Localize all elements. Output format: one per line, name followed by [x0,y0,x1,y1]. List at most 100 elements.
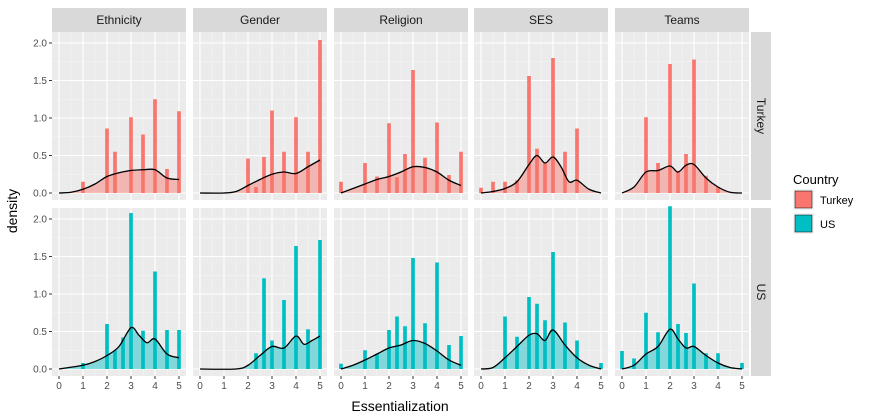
panel-religion-turkey [334,32,468,200]
panel-religion-us-density-line [340,339,462,370]
panel-gender-us-grid [193,208,327,376]
bar [543,320,547,369]
legend-swatch-us [794,214,813,233]
bar [527,297,531,369]
strip-label-ses: SES [529,13,553,27]
bar [294,117,298,193]
bar [551,252,555,369]
panel-gender-us-bars [254,240,322,369]
panel-ses-turkey [474,32,608,200]
x-tick-label: 3 [410,381,416,392]
bar [692,283,696,369]
strip-bg-ses [474,8,608,32]
bar [620,351,624,369]
panel-teams-us-density-area [622,329,742,369]
bar [447,175,451,193]
bar [535,303,539,369]
y-tick-label: 0.0 [33,365,47,376]
bar [503,181,507,193]
bar [254,353,258,369]
bar [113,350,117,369]
panel-gender-turkey-density-line [199,159,321,194]
bar [294,246,298,369]
x-tick-label: 2 [104,381,110,392]
bar [684,154,688,193]
bar [740,363,744,369]
x-axis-gender: 0 1 2 3 4 5 [197,376,323,392]
x-axis-religion: 0 1 2 3 4 5 [338,376,464,392]
bar [363,163,367,193]
x-tick-label: 3 [128,381,134,392]
x-tick-label: 5 [739,381,745,392]
row-strip-bg-turkey [751,32,771,200]
bar [515,336,519,369]
strip-religion: Religion [334,8,468,32]
panel-ses-turkey-bars [479,58,579,193]
x-tick-label: 0 [197,381,203,392]
x-tick-label: 5 [458,381,464,392]
panel-ethnicity-us-density-area [59,327,179,369]
bar [704,175,708,193]
x-tick-label: 1 [643,381,649,392]
y-tick-label: 2.0 [33,215,47,226]
bar [339,181,343,193]
bar [262,278,266,369]
y-tick-label: 1.5 [33,252,47,263]
bar [575,340,579,369]
bar [270,340,274,369]
bar [599,363,603,369]
x-axis-ethnicity: 0 1 2 3 4 5 [56,376,182,392]
legend-title: Country [793,172,839,187]
strip-label-teams: Teams [664,13,699,27]
x-axis-title: Essentialization [351,398,448,414]
bar [435,262,439,369]
bar [527,76,531,193]
strip-ethnicity: Ethnicity [52,8,186,32]
panels-layer [52,32,749,376]
bar [153,271,157,369]
bar [411,258,415,369]
bar [403,154,407,193]
bar [676,171,680,193]
strips-layer: Ethnicity Gender Religion SES Teams Turkey US [52,8,771,376]
x-tick-label: 0 [338,381,344,392]
y-tick-label: 0.0 [33,189,47,200]
panel-religion-us [334,208,468,376]
bar [306,329,310,369]
bar [246,158,250,193]
bar [339,363,343,369]
legend-swatch-turkey [794,190,813,209]
strip-bg-ethnicity [52,8,186,32]
strip-label-religion: Religion [379,13,422,27]
bar [668,206,672,369]
legend-label-turkey: Turkey [820,195,854,207]
panel-religion-turkey-density-area [341,166,461,193]
bar [129,213,133,369]
bar [551,58,555,193]
bar [141,134,145,193]
y-tick-label: 0.5 [33,327,47,338]
panel-ses-us [474,208,608,376]
x-tick-label: 2 [245,381,251,392]
bar [644,117,648,193]
x-tick-label: 4 [434,381,440,392]
bar [395,177,399,193]
bar [692,59,696,193]
bar [121,337,125,369]
panel-ethnicity-turkey [52,32,186,200]
x-tick-label: 5 [598,381,604,392]
x-tick-label: 3 [269,381,275,392]
strip-bg-gender [193,8,327,32]
panel-gender-us-density-line [199,335,321,370]
bar [459,336,463,369]
panel-teams-turkey-bars [644,59,720,193]
bar [165,330,169,369]
bar [375,354,379,369]
strip-bg-religion [334,8,468,32]
bar [105,324,109,369]
bar [644,312,648,369]
panel-gender-turkey-density-area [200,160,320,194]
x-tick-label: 4 [293,381,299,392]
x-tick-label: 4 [574,381,580,392]
